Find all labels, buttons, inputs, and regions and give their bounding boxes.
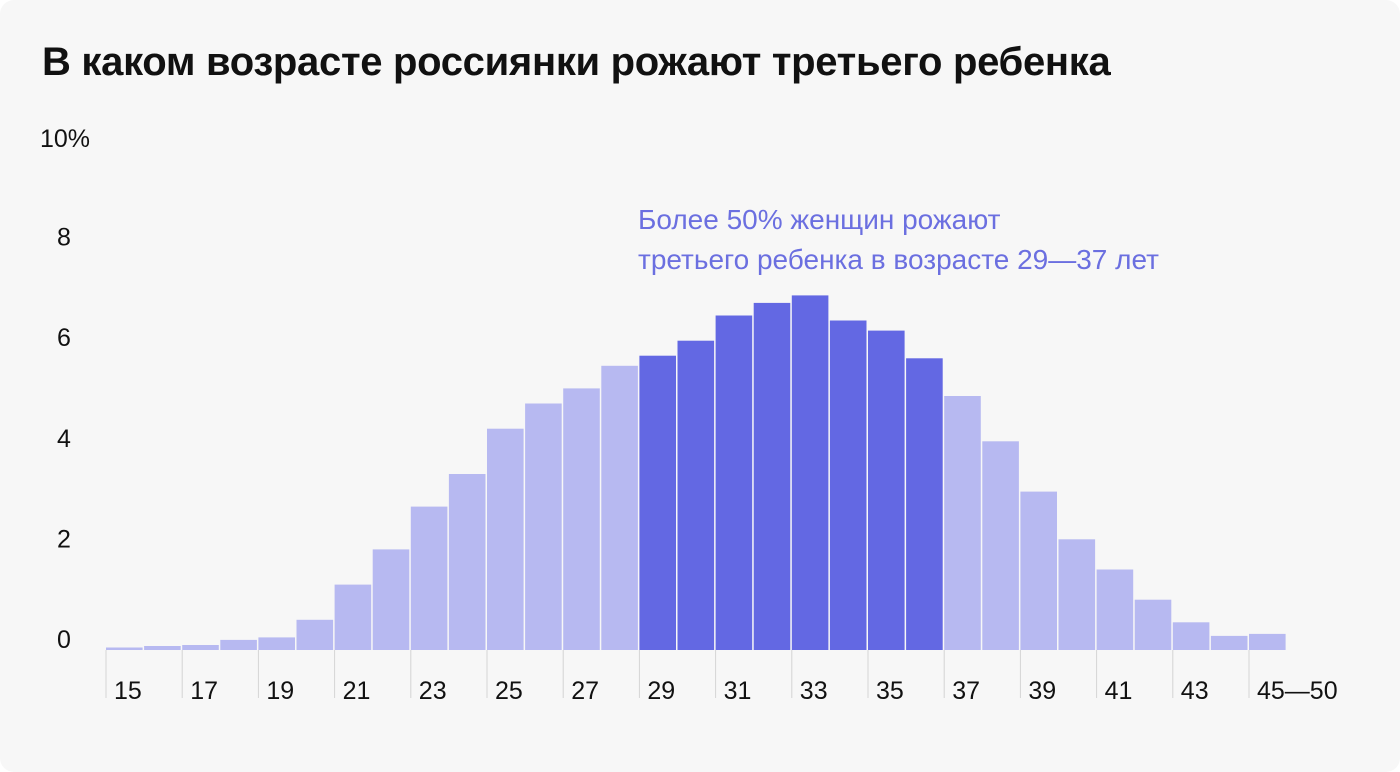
bar-24 bbox=[448, 474, 486, 650]
bar-38 bbox=[982, 441, 1019, 650]
bar-36 bbox=[906, 358, 943, 650]
x-tick-label: 35 bbox=[876, 677, 904, 705]
x-tick-label: 23 bbox=[419, 677, 447, 705]
x-tick-label: 25 bbox=[495, 677, 523, 705]
x-tick-label: 21 bbox=[343, 677, 371, 705]
bar-42 bbox=[1134, 599, 1172, 650]
x-tick-label: 43 bbox=[1181, 677, 1209, 705]
bar-41 bbox=[1096, 569, 1134, 650]
bar-21 bbox=[334, 584, 372, 650]
bar-25 bbox=[487, 428, 524, 650]
bar-44 bbox=[1210, 635, 1248, 650]
chart-title: В каком возрасте россиянки рожают третье… bbox=[42, 40, 1111, 84]
bar-22 bbox=[372, 549, 410, 650]
x-tick-label: 17 bbox=[190, 677, 218, 705]
bar-37 bbox=[944, 396, 981, 650]
x-tick-label: 19 bbox=[266, 677, 294, 705]
y-axis-unit-label: 10% bbox=[40, 125, 91, 153]
x-tick-label: 29 bbox=[647, 677, 675, 705]
x-tick-label: 39 bbox=[1028, 677, 1056, 705]
bar-30 bbox=[677, 340, 715, 650]
x-tick-label: 15 bbox=[114, 677, 142, 705]
x-tick-label: 33 bbox=[800, 677, 828, 705]
bar-23 bbox=[410, 506, 448, 650]
chart-annotation: Более 50% женщин рожают третьего ребенка… bbox=[638, 200, 1159, 280]
bar-29 bbox=[639, 355, 676, 650]
bar-34 bbox=[829, 320, 867, 650]
bar-20 bbox=[296, 619, 334, 650]
bar-28 bbox=[601, 365, 638, 650]
bar-35 bbox=[868, 330, 905, 650]
y-tick-label: 6 bbox=[57, 324, 71, 352]
bar-45—50 bbox=[1249, 633, 1286, 650]
bar-27 bbox=[563, 388, 600, 650]
x-tick-label: 45—50 bbox=[1257, 677, 1338, 705]
y-tick-label: 4 bbox=[57, 425, 71, 453]
bar-33 bbox=[791, 295, 829, 650]
bar-19 bbox=[258, 637, 295, 650]
x-tick-label: 37 bbox=[952, 677, 980, 705]
y-tick-label: 8 bbox=[57, 224, 71, 252]
annotation-line-2: третьего ребенка в возрасте 29—37 лет bbox=[638, 244, 1159, 275]
bar-15 bbox=[106, 647, 143, 650]
y-tick-label: 2 bbox=[57, 525, 71, 553]
x-tick-label: 27 bbox=[571, 677, 599, 705]
x-tick-label: 31 bbox=[724, 677, 752, 705]
bar-18 bbox=[220, 639, 257, 650]
bar-31 bbox=[715, 315, 753, 650]
y-tick-label: 0 bbox=[57, 626, 71, 654]
bar-32 bbox=[753, 302, 791, 650]
annotation-line-1: Более 50% женщин рожают bbox=[638, 204, 1001, 235]
x-tick-label: 41 bbox=[1105, 677, 1133, 705]
bar-17 bbox=[182, 645, 219, 650]
bar-40 bbox=[1058, 539, 1096, 650]
bar-16 bbox=[144, 646, 181, 650]
bar-39 bbox=[1020, 491, 1057, 650]
bar-43 bbox=[1172, 622, 1210, 650]
bar-26 bbox=[525, 403, 562, 650]
